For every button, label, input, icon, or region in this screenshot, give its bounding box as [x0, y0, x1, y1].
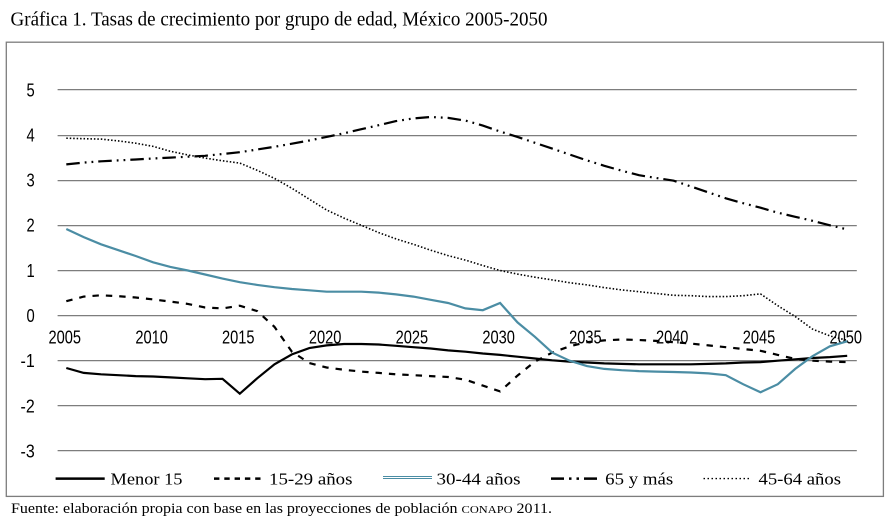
svg-text:2045: 2045	[743, 327, 776, 347]
svg-text:2050: 2050	[829, 327, 862, 347]
svg-text:2040: 2040	[656, 327, 689, 347]
svg-text:Menor 15: Menor 15	[111, 470, 183, 489]
svg-text:0: 0	[27, 306, 35, 326]
svg-text:65 y más: 65 y más	[605, 470, 673, 489]
svg-text:2: 2	[27, 216, 35, 236]
svg-text:15-29 años: 15-29 años	[269, 470, 353, 489]
svg-text:2010: 2010	[135, 327, 168, 347]
svg-text:-2: -2	[21, 396, 35, 416]
svg-text:1: 1	[27, 261, 35, 281]
svg-text:2025: 2025	[396, 327, 429, 347]
svg-text:-3: -3	[21, 441, 35, 461]
svg-text:3: 3	[27, 171, 35, 191]
svg-text:2030: 2030	[482, 327, 515, 347]
svg-text:Fuente: elaboración propia con: Fuente: elaboración propia con base en l…	[11, 501, 552, 517]
svg-text:5: 5	[27, 80, 35, 100]
svg-text:45-64 años: 45-64 años	[759, 470, 842, 489]
svg-text:2015: 2015	[222, 327, 255, 347]
svg-text:Gráfica 1. Tasas de crecimient: Gráfica 1. Tasas de crecimiento por grup…	[11, 9, 548, 30]
svg-text:30-44 años: 30-44 años	[437, 470, 521, 489]
svg-text:-1: -1	[21, 351, 35, 371]
svg-text:4: 4	[27, 126, 35, 146]
svg-text:2020: 2020	[309, 327, 342, 347]
svg-text:2005: 2005	[49, 327, 82, 347]
svg-text:2035: 2035	[569, 327, 602, 347]
